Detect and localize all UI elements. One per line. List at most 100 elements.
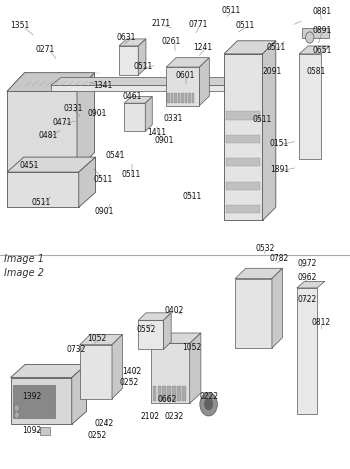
Circle shape bbox=[204, 399, 213, 410]
Text: 0232: 0232 bbox=[165, 412, 184, 421]
Bar bbox=[299, 54, 321, 159]
Polygon shape bbox=[10, 378, 72, 424]
Text: 0331: 0331 bbox=[163, 113, 183, 123]
Polygon shape bbox=[124, 97, 152, 103]
Bar bbox=[174, 93, 177, 103]
Bar bbox=[162, 386, 166, 401]
Bar bbox=[158, 386, 161, 401]
Polygon shape bbox=[51, 85, 224, 91]
Circle shape bbox=[200, 393, 217, 416]
Text: 0511: 0511 bbox=[94, 174, 113, 184]
Polygon shape bbox=[138, 320, 163, 349]
Text: 0271: 0271 bbox=[36, 45, 55, 54]
Bar bbox=[181, 93, 184, 103]
Bar bbox=[153, 386, 156, 401]
Circle shape bbox=[306, 32, 314, 43]
Text: 0511: 0511 bbox=[32, 198, 51, 207]
Bar bbox=[167, 93, 170, 103]
Circle shape bbox=[14, 412, 19, 418]
Bar bbox=[226, 158, 260, 166]
Text: 0552: 0552 bbox=[136, 325, 156, 334]
Text: 1411: 1411 bbox=[147, 128, 166, 137]
Polygon shape bbox=[112, 334, 122, 399]
Text: 0782: 0782 bbox=[270, 254, 289, 264]
Polygon shape bbox=[10, 364, 86, 378]
Text: 2102: 2102 bbox=[140, 412, 159, 421]
Bar bbox=[177, 386, 181, 401]
Polygon shape bbox=[7, 73, 94, 91]
Polygon shape bbox=[151, 333, 201, 343]
Polygon shape bbox=[138, 39, 146, 75]
Polygon shape bbox=[190, 333, 201, 403]
Text: 0771: 0771 bbox=[188, 20, 208, 29]
Text: Image 2: Image 2 bbox=[4, 268, 44, 278]
Polygon shape bbox=[297, 281, 325, 288]
Polygon shape bbox=[124, 103, 145, 131]
Text: 1351: 1351 bbox=[11, 21, 30, 30]
Text: 0901: 0901 bbox=[154, 136, 174, 145]
Text: 0901: 0901 bbox=[88, 109, 107, 118]
Text: 0901: 0901 bbox=[94, 207, 114, 217]
Bar bbox=[185, 93, 187, 103]
Text: 0891: 0891 bbox=[312, 26, 332, 35]
Text: 0252: 0252 bbox=[119, 378, 139, 387]
Text: 0222: 0222 bbox=[200, 392, 219, 401]
Circle shape bbox=[14, 405, 19, 411]
Text: 0962: 0962 bbox=[298, 273, 317, 282]
Polygon shape bbox=[299, 46, 330, 54]
Polygon shape bbox=[7, 73, 94, 91]
Bar bbox=[226, 182, 260, 190]
Bar bbox=[182, 386, 186, 401]
Bar bbox=[226, 205, 260, 213]
Text: 1392: 1392 bbox=[22, 392, 42, 401]
Bar bbox=[40, 427, 50, 435]
Text: 1891: 1891 bbox=[270, 165, 289, 174]
Text: 0722: 0722 bbox=[298, 295, 317, 304]
Bar bbox=[226, 135, 260, 143]
Text: 0581: 0581 bbox=[306, 67, 326, 76]
Text: 0511: 0511 bbox=[122, 170, 141, 179]
Text: 0331: 0331 bbox=[63, 104, 83, 113]
Text: 0732: 0732 bbox=[66, 345, 86, 354]
Polygon shape bbox=[235, 279, 272, 348]
Polygon shape bbox=[151, 343, 190, 403]
Polygon shape bbox=[119, 39, 146, 46]
Polygon shape bbox=[262, 41, 276, 220]
Text: 0662: 0662 bbox=[158, 395, 177, 404]
Text: 0511: 0511 bbox=[182, 191, 202, 201]
Text: 0402: 0402 bbox=[164, 306, 184, 315]
Text: 0511: 0511 bbox=[133, 62, 152, 71]
Text: 0601: 0601 bbox=[175, 71, 195, 81]
Polygon shape bbox=[138, 313, 171, 320]
Polygon shape bbox=[77, 73, 94, 171]
Text: 2091: 2091 bbox=[262, 67, 282, 76]
Text: 0481: 0481 bbox=[39, 130, 58, 140]
Polygon shape bbox=[119, 46, 138, 75]
Text: 0461: 0461 bbox=[122, 91, 142, 101]
Bar bbox=[192, 93, 194, 103]
Polygon shape bbox=[302, 28, 329, 38]
Polygon shape bbox=[224, 54, 262, 220]
Text: 0881: 0881 bbox=[313, 7, 331, 16]
Bar bbox=[13, 385, 55, 418]
Text: 0511: 0511 bbox=[235, 21, 254, 30]
Polygon shape bbox=[80, 345, 112, 399]
Text: 1052: 1052 bbox=[182, 343, 202, 353]
Polygon shape bbox=[7, 157, 96, 172]
Text: 1341: 1341 bbox=[94, 81, 113, 90]
Text: 0511: 0511 bbox=[266, 43, 286, 53]
Text: 2171: 2171 bbox=[152, 19, 170, 28]
Text: 0451: 0451 bbox=[19, 160, 38, 170]
Text: 0651: 0651 bbox=[312, 46, 332, 55]
Bar bbox=[178, 93, 180, 103]
Bar bbox=[172, 386, 176, 401]
Bar bbox=[171, 93, 173, 103]
Text: 0261: 0261 bbox=[162, 37, 181, 46]
Text: 0252: 0252 bbox=[88, 431, 107, 440]
Polygon shape bbox=[163, 313, 171, 349]
Text: 0532: 0532 bbox=[256, 244, 275, 253]
Polygon shape bbox=[166, 58, 209, 67]
Text: 0631: 0631 bbox=[116, 33, 136, 42]
Text: 1402: 1402 bbox=[123, 367, 142, 376]
Text: 1052: 1052 bbox=[88, 334, 107, 343]
